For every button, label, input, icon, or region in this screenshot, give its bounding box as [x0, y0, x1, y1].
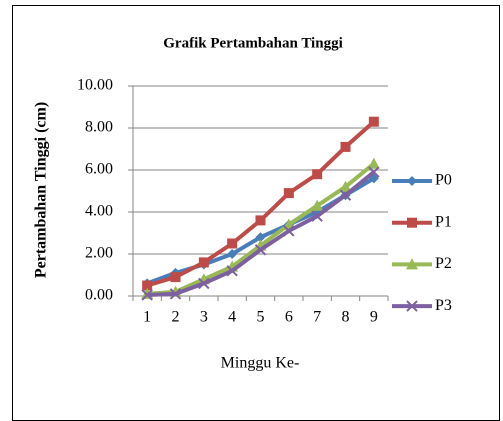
marker — [255, 215, 266, 226]
x-tick-label: 6 — [285, 309, 293, 326]
x-axis-label: Minggu Ke- — [221, 355, 300, 372]
marker — [255, 232, 266, 243]
marker — [170, 272, 181, 283]
marker — [339, 189, 352, 201]
marker — [340, 141, 351, 152]
marker — [406, 300, 418, 312]
x-tick-label: 2 — [172, 309, 180, 326]
x-tick-label: 8 — [342, 309, 350, 326]
marker — [368, 166, 380, 178]
marker — [142, 280, 153, 291]
x-tick-label: 1 — [143, 309, 151, 326]
y-tick-label: 6.00 — [85, 161, 113, 178]
marker — [227, 238, 238, 249]
marker — [406, 258, 418, 270]
legend-label: P2 — [435, 255, 452, 272]
x-tick-label: 5 — [257, 309, 265, 326]
y-tick-label: 0.00 — [85, 287, 113, 304]
x-tick-label: 3 — [200, 309, 208, 326]
marker — [368, 116, 379, 127]
y-tick-label: 8.00 — [85, 119, 113, 136]
legend-label: P3 — [435, 297, 452, 314]
chart-border — [12, 5, 500, 421]
marker — [198, 277, 210, 290]
marker — [312, 169, 323, 180]
marker — [407, 176, 417, 186]
y-axis-label: Pertambahan Tinggi (cm) — [33, 102, 50, 278]
marker — [407, 217, 417, 228]
marker — [198, 257, 209, 268]
marker — [311, 199, 324, 211]
legend-label: P0 — [435, 172, 452, 189]
marker — [367, 157, 380, 169]
marker — [226, 265, 238, 277]
y-tick-label: 4.00 — [85, 203, 113, 220]
marker — [254, 244, 267, 256]
x-tick-label: 9 — [370, 309, 378, 326]
y-tick-label: 2.00 — [85, 245, 113, 262]
marker — [169, 288, 182, 300]
y-tick-label: 10.00 — [77, 77, 113, 94]
marker — [227, 249, 238, 259]
marker — [283, 225, 295, 237]
chart-title: Grafik Pertambahan Tinggi — [163, 35, 342, 51]
legend-label: P1 — [435, 213, 452, 230]
marker — [283, 188, 294, 199]
marker — [339, 180, 352, 192]
marker — [141, 289, 153, 301]
x-tick-label: 4 — [228, 309, 236, 326]
x-tick-label: 7 — [313, 309, 321, 326]
marker — [311, 210, 323, 222]
